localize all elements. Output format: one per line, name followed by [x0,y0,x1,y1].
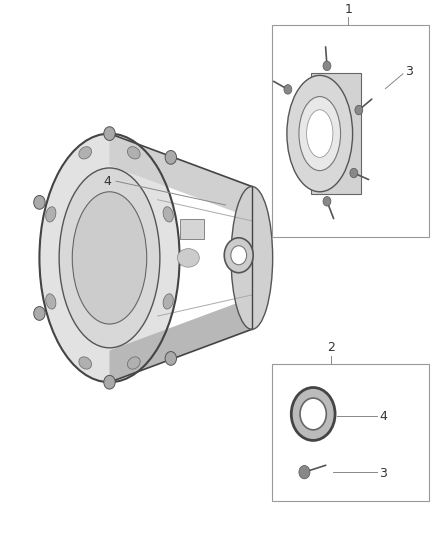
Circle shape [299,465,310,479]
FancyBboxPatch shape [180,219,204,239]
Text: 1: 1 [344,3,352,15]
Circle shape [165,352,177,365]
Ellipse shape [127,357,140,369]
Ellipse shape [287,75,353,192]
Circle shape [165,150,177,164]
Circle shape [34,196,45,209]
Ellipse shape [39,134,180,382]
Text: 3: 3 [379,467,387,480]
Circle shape [355,106,363,115]
Circle shape [323,197,331,206]
Circle shape [104,375,115,389]
Ellipse shape [163,207,173,222]
Circle shape [224,238,253,273]
FancyBboxPatch shape [272,364,429,501]
Ellipse shape [59,168,160,348]
Ellipse shape [127,147,140,159]
Circle shape [34,306,45,320]
Circle shape [291,387,335,440]
FancyBboxPatch shape [311,72,361,195]
Ellipse shape [231,187,272,329]
Polygon shape [110,297,252,382]
Circle shape [300,398,326,430]
Ellipse shape [177,249,199,267]
Text: 3: 3 [405,65,413,78]
Circle shape [104,127,115,141]
Ellipse shape [72,192,147,324]
Ellipse shape [163,294,173,309]
Ellipse shape [299,96,341,171]
Ellipse shape [46,294,56,309]
Circle shape [350,168,358,178]
Text: 2: 2 [327,341,335,354]
Circle shape [284,85,292,94]
Circle shape [323,61,331,70]
Ellipse shape [46,207,56,222]
Text: 4: 4 [103,175,111,188]
Ellipse shape [79,357,92,369]
Ellipse shape [307,110,333,157]
Circle shape [231,246,247,265]
FancyBboxPatch shape [272,25,429,237]
Polygon shape [110,134,252,218]
Ellipse shape [79,147,92,159]
Text: 4: 4 [379,410,387,423]
